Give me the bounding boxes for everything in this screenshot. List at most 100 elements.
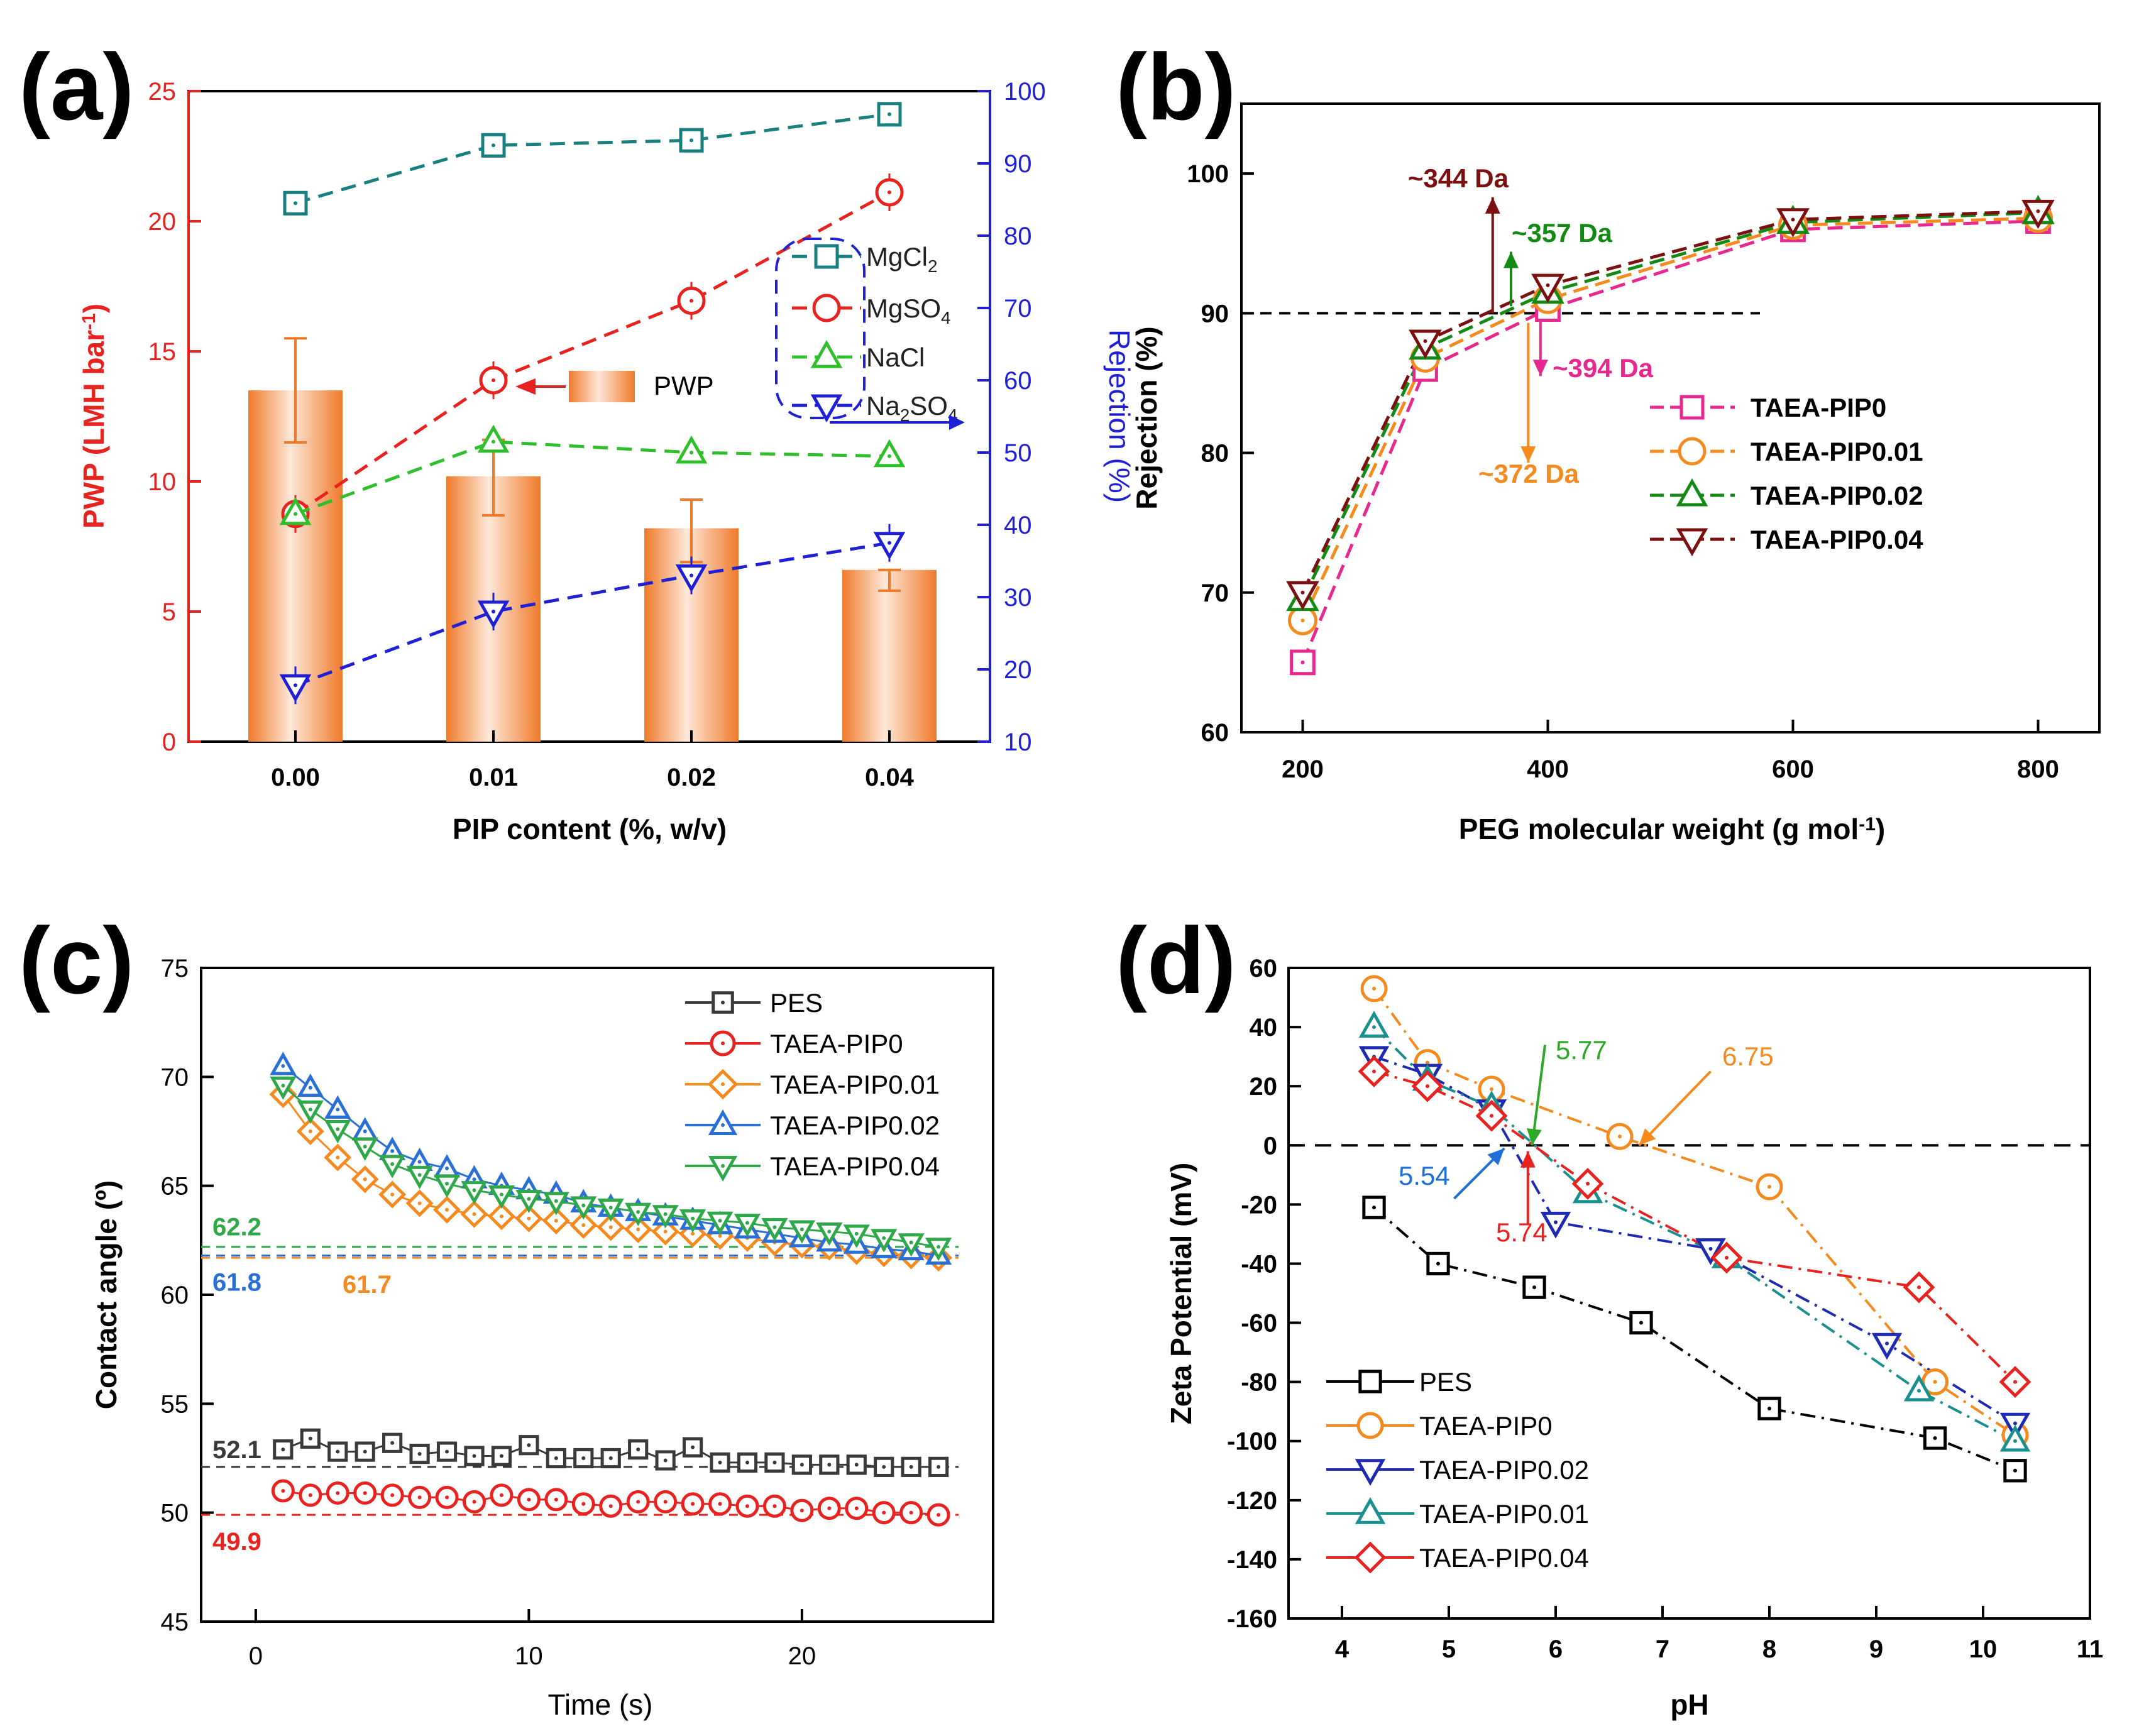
reference-label: 61.8 [212, 1269, 261, 1297]
y-tick-label: 60 [1201, 719, 1229, 747]
data-point [675, 564, 708, 593]
marker-center-dot [690, 138, 693, 143]
plot-frame [200, 967, 994, 1623]
marker-center-dot [445, 1182, 449, 1186]
marker-center-dot [581, 1502, 586, 1506]
reference-label: 52.1 [212, 1436, 261, 1464]
x-axis-title: Time (s) [548, 1688, 653, 1721]
marker-center-dot [308, 1107, 312, 1112]
arrow-head-icon [949, 415, 965, 430]
y-tick-label: 60 [161, 1282, 189, 1309]
marker-center-dot [745, 1221, 749, 1225]
legend-label: TAEA-PIP0.01 [770, 1070, 940, 1099]
marker-center-dot [527, 1216, 531, 1221]
marker-center-dot [909, 1510, 913, 1515]
legend-label-main: Na [866, 391, 900, 420]
legend-marker [1679, 395, 1705, 420]
marker-center-dot [663, 1500, 668, 1504]
marker-center-dot [581, 1203, 586, 1207]
marker-center-dot [527, 1443, 531, 1448]
marker-center-dot [718, 1234, 722, 1238]
marker-center-dot [608, 1225, 613, 1229]
marker-center-dot [499, 1214, 503, 1219]
marker-center-dot [336, 1491, 340, 1495]
y-tick-label: 40 [1250, 1014, 1278, 1041]
data-point [464, 1446, 485, 1466]
marker-center-dot [1917, 1285, 1921, 1290]
y-axis-title: PWP (LMH bar-1) [77, 304, 110, 529]
marker-center-dot [472, 1177, 476, 1182]
y-tick-label: 0 [162, 728, 176, 756]
marker-center-dot [554, 1497, 558, 1502]
marker-center-dot [718, 1502, 722, 1506]
data-point [1362, 1195, 1386, 1219]
legend-label-main: MgCl [866, 242, 928, 272]
y-tick-label: 100 [1187, 160, 1229, 188]
panel-d: (d) 5.77 6.75 5.54 5.74 -160 -140 -120 -100 -80… [1116, 908, 2103, 1721]
marker-center-dot [336, 1127, 340, 1131]
marker-center-dot [554, 1219, 558, 1223]
marker-center-dot [308, 1436, 312, 1441]
marker-center-dot [690, 573, 693, 578]
y-tick-label: -100 [1227, 1428, 1277, 1456]
data-point [477, 424, 510, 453]
marker-center-dot [1933, 1380, 1937, 1384]
marker-center-dot [888, 112, 891, 116]
marker-center-dot [663, 1229, 668, 1234]
marker-center-dot [882, 1236, 886, 1240]
marker-center-dot [1372, 1025, 1376, 1030]
marker-center-dot [690, 299, 693, 303]
marker-center-dot [294, 683, 297, 688]
legend-marker [810, 394, 843, 423]
y2-tick-label: 100 [1004, 78, 1046, 106]
panel-c: (c) 62.2 61.8 61.7 52.1 49.9 45 50 55 60 65 70 75 0… [19, 908, 994, 1721]
marker-center-dot [1372, 1206, 1376, 1210]
marker-center-dot [888, 454, 891, 458]
series-line-na [295, 541, 890, 687]
data-point [874, 1456, 894, 1477]
marker-center-dot [608, 1504, 613, 1508]
y-tick-label: 50 [161, 1500, 189, 1527]
x-axis-title: PEG molecular weight (g mol-1) [1459, 813, 1885, 845]
legend-marker [1355, 1459, 1386, 1486]
marker-center-dot [417, 1173, 422, 1177]
reference-label: 62.2 [212, 1214, 261, 1241]
marker-center-dot [308, 1129, 312, 1133]
marker-center-dot [636, 1210, 640, 1214]
marker-center-dot [472, 1500, 476, 1504]
x-tick-label: 600 [1772, 755, 1814, 783]
y-tick-label: 0 [1263, 1132, 1277, 1160]
series: ~344 Da~357 Da ~394 Da ~372 Da [1241, 163, 2055, 676]
y2-axis-title: Rejection (%) [1103, 329, 1136, 503]
plot-frame [1240, 102, 2101, 733]
marker-center-dot [2036, 209, 2040, 214]
x-tick-label: 9 [1869, 1635, 1883, 1663]
legend-label: TAEA-PIP0.01 [1419, 1499, 1589, 1529]
legend-marker [1676, 478, 1708, 507]
legend-marker [1355, 1497, 1386, 1524]
marker-center-dot [1372, 986, 1376, 991]
marker-center-dot [636, 1448, 640, 1452]
marker-center-dot [1767, 1406, 1771, 1410]
legend-label-sub: 4 [941, 308, 951, 327]
marker-center-dot [336, 1107, 340, 1112]
data-point [1903, 1374, 1935, 1402]
y2-tick-label: 60 [1004, 367, 1032, 395]
y-tick-label: -60 [1241, 1310, 1277, 1338]
series-line-nacl [295, 440, 890, 516]
data-point [1776, 208, 1810, 238]
series-line-mgcl [295, 113, 890, 205]
y-tick-label: 45 [161, 1608, 189, 1636]
legend-label: TAEA-PIP0.01 [1751, 437, 1923, 466]
x-tick-label: 0.04 [865, 764, 915, 791]
axes: 45 50 55 60 65 70 75 0 10 20 [161, 955, 816, 1670]
data-point [655, 1450, 676, 1471]
marker-center-dot [937, 1513, 941, 1517]
annotation-577: 5.77 [1556, 1035, 1607, 1065]
y-tick-label: 80 [1201, 440, 1229, 468]
data-point [1409, 329, 1442, 359]
marker-center-dot [445, 1166, 449, 1170]
legend-label: TAEA-PIP0.02 [1419, 1455, 1589, 1485]
marker-center-dot [417, 1160, 422, 1164]
